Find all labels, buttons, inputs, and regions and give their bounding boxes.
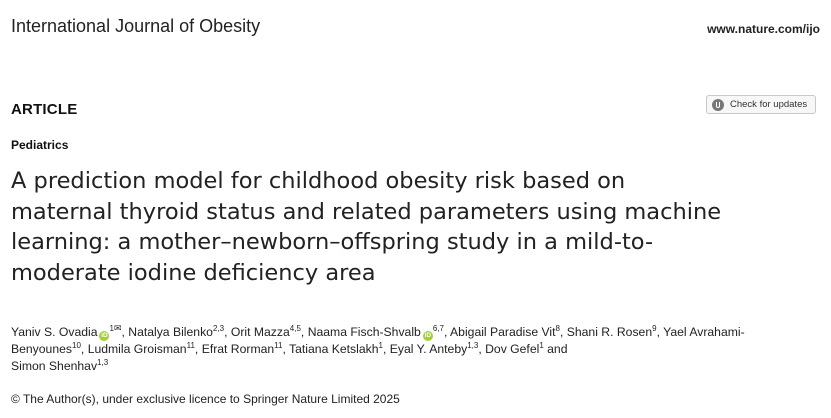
email-icon[interactable]: ✉ — [113, 323, 122, 333]
affiliation-ref[interactable]: 4,5 — [289, 324, 301, 333]
author-name[interactable]: Naama Fisch-Shvalb — [307, 325, 421, 339]
author-name[interactable]: Natalya Bilenko — [128, 325, 213, 339]
article-type-label: ARTICLE — [11, 101, 78, 118]
affiliation-ref[interactable]: 1 — [109, 324, 114, 333]
title-line: moderate iodine deficiency area — [11, 259, 376, 286]
author-conjunction: and — [547, 342, 568, 356]
orcid-icon[interactable]: iD — [99, 331, 110, 341]
affiliation-ref[interactable]: 11 — [186, 341, 195, 350]
author-name[interactable]: Efrat Rorman — [201, 342, 275, 356]
author-list: Yaniv S. Ovadia iD1✉, Natalya Bilenko2,3,… — [11, 323, 745, 373]
author-name[interactable]: Eyal Y. Anteby — [389, 342, 468, 356]
affiliation-ref[interactable]: 1,3 — [97, 357, 109, 367]
check-updates-label: Check for updates — [730, 99, 808, 110]
affiliation-ref[interactable]: 10 — [72, 341, 81, 350]
orcid-icon[interactable]: iD — [422, 331, 433, 341]
author-name[interactable]: Yaniv S. Ovadia — [11, 325, 98, 339]
affiliation-ref[interactable]: 1,3 — [467, 341, 479, 350]
author-name[interactable]: Ludmila Groisman — [87, 342, 187, 356]
author-name[interactable]: Abigail Paradise Vit — [450, 325, 556, 339]
author-name[interactable]: Shani R. Rosen — [566, 325, 653, 339]
affiliation-ref[interactable]: 8 — [555, 324, 560, 333]
title-line: A prediction model for childhood obesity… — [11, 168, 626, 194]
section-label: Pediatrics — [11, 138, 69, 152]
journal-name: International Journal of Obesity — [11, 16, 261, 36]
affiliation-ref[interactable]: 9 — [652, 324, 657, 333]
title-line: learning: a mother–newborn–offspring stu… — [11, 229, 654, 255]
author-name[interactable]: Tatiana Ketslakh — [289, 342, 379, 356]
copyright-notice: © The Author(s), under exclusive licence… — [11, 392, 400, 406]
affiliation-ref[interactable]: 1 — [378, 341, 383, 350]
author-name[interactable]: Orit Mazza — [230, 325, 290, 339]
article-title: A prediction model for childhood obesity… — [11, 166, 811, 288]
title-line: maternal thyroid status and related para… — [11, 198, 722, 225]
affiliation-ref[interactable]: 11 — [274, 341, 283, 350]
author-name[interactable]: Yael Avrahami-Benyounes — [11, 325, 745, 356]
check-for-updates-button[interactable]: Check for updates — [706, 95, 816, 114]
check-updates-icon — [712, 98, 724, 111]
author-name[interactable]: Simon Shenhav — [11, 358, 98, 373]
author-name[interactable]: Dov Gefel — [485, 342, 540, 356]
affiliation-ref[interactable]: 6,7 — [432, 324, 444, 333]
affiliation-ref[interactable]: 1 — [539, 341, 544, 350]
affiliation-ref[interactable]: 2,3 — [212, 324, 225, 333]
journal-url-link[interactable]: www.nature.com/ijo — [707, 22, 820, 36]
